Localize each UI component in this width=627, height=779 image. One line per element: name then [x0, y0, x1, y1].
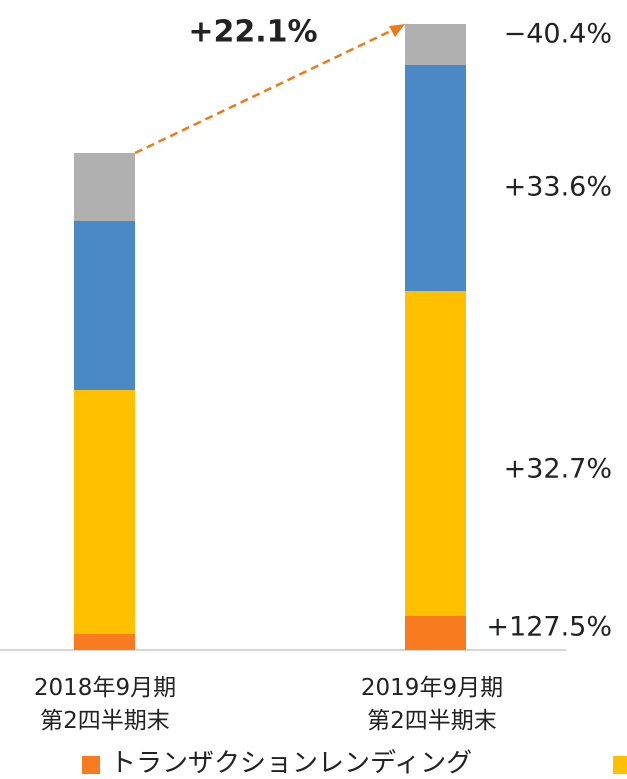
bar-segment — [405, 65, 466, 291]
arrow-head — [389, 24, 405, 37]
annotation: +22.1% — [188, 15, 317, 50]
change-label: +32.7% — [504, 454, 612, 485]
legend-swatch — [613, 756, 627, 774]
bar-segment — [74, 153, 135, 221]
x-tick-label: 2018年9月期第2四半期末 — [34, 675, 176, 734]
legend-label: トランザクションレンディング — [110, 749, 472, 779]
change-label: −40.4% — [504, 19, 612, 50]
x-tick-line: 第2四半期末 — [367, 708, 497, 734]
bar-segment — [405, 291, 466, 616]
bar-segment — [74, 221, 135, 390]
legend-swatch — [82, 756, 100, 774]
x-tick-label: 2019年9月期第2四半期末 — [361, 675, 503, 734]
x-tick-line: 第2四半期末 — [40, 708, 170, 734]
bar-segment — [74, 390, 135, 634]
growth-arrow — [134, 26, 398, 155]
bar-segment — [405, 24, 466, 65]
change-label: +33.6% — [504, 172, 612, 203]
bar-segment — [405, 616, 466, 650]
bar-segment — [74, 634, 135, 650]
change-label: +127.5% — [486, 612, 612, 643]
x-tick-line: 2018年9月期 — [34, 675, 176, 701]
x-tick-line: 2019年9月期 — [361, 675, 503, 701]
